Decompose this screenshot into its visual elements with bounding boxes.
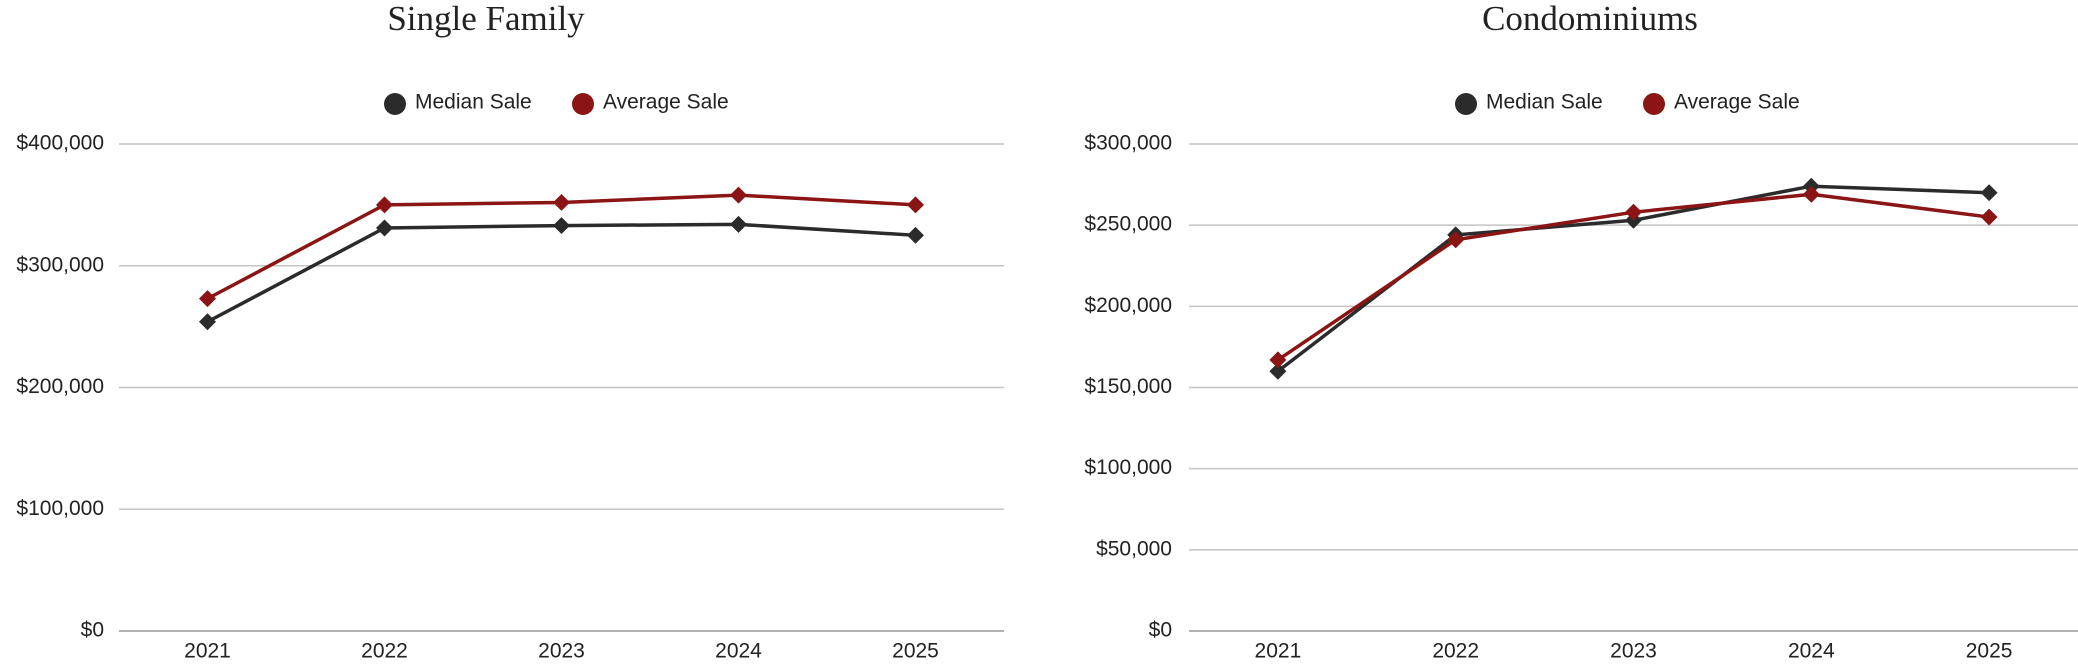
data-point <box>1980 184 1998 202</box>
y-tick-label: $100,000 <box>1084 456 1172 479</box>
chart-title: Condominiums <box>1482 0 1698 38</box>
x-tick-label: 2022 <box>361 640 408 663</box>
legend-marker <box>384 93 406 115</box>
data-point <box>199 313 216 331</box>
x-tick-label: 2023 <box>538 640 585 663</box>
y-tick-label: $0 <box>1149 619 1172 642</box>
x-tick-label: 2021 <box>184 640 231 663</box>
legend-marker <box>572 93 594 115</box>
y-tick-label: $250,000 <box>1084 213 1172 236</box>
x-tick-label: 2025 <box>1966 640 2013 663</box>
series-line <box>206 222 916 324</box>
data-point <box>553 217 570 235</box>
chart-title: Single Family <box>387 0 585 38</box>
y-tick-label: $150,000 <box>1084 375 1172 398</box>
data-point <box>907 226 924 244</box>
legend-label: Median Sale <box>415 91 532 114</box>
x-tick-label: 2023 <box>1610 640 1657 663</box>
x-tick-label: 2024 <box>715 640 762 663</box>
y-tick-label: $200,000 <box>1084 294 1172 317</box>
legend-label: Average Sale <box>603 91 729 114</box>
y-tick-label: $200,000 <box>16 375 104 398</box>
y-tick-label: $300,000 <box>16 253 104 276</box>
x-tick-label: 2022 <box>1432 640 1479 663</box>
y-tick-label: $100,000 <box>16 497 104 520</box>
data-point <box>730 186 747 204</box>
data-point <box>730 215 747 233</box>
legend-label: Median Sale <box>1486 91 1603 114</box>
data-point <box>376 196 393 214</box>
y-tick-label: $300,000 <box>1084 132 1172 155</box>
y-tick-label: $0 <box>81 619 104 642</box>
y-tick-label: $400,000 <box>16 132 104 155</box>
data-point <box>1980 208 1998 226</box>
data-point <box>907 196 924 214</box>
x-tick-label: 2021 <box>1255 640 1302 663</box>
data-point <box>199 290 216 308</box>
legend-marker <box>1643 93 1665 115</box>
y-tick-label: $50,000 <box>1096 537 1172 560</box>
data-point <box>553 193 570 211</box>
legend-label: Average Sale <box>1674 91 1800 114</box>
legend-marker <box>1455 93 1477 115</box>
x-tick-label: 2025 <box>892 640 939 663</box>
x-tick-label: 2024 <box>1788 640 1835 663</box>
data-point <box>376 219 393 237</box>
